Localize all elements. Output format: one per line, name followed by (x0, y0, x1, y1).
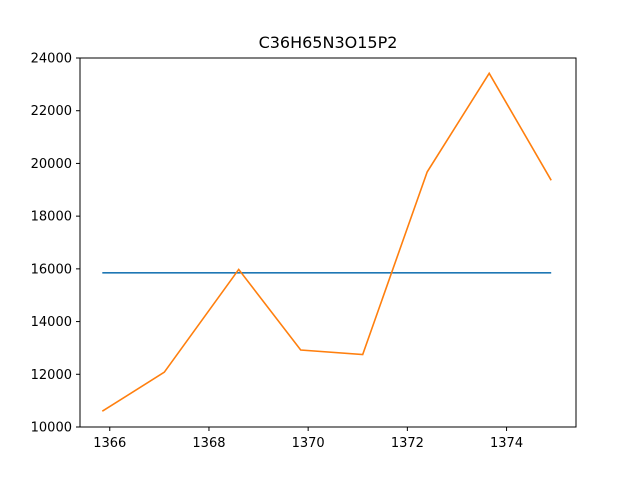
x-tick-label: 1372 (391, 436, 424, 451)
y-tick-label: 24000 (31, 52, 72, 67)
plot-frame (79, 57, 577, 428)
x-tick-label: 1366 (93, 436, 126, 451)
x-axis: 1366 1368 1370 1372 1374 (93, 427, 523, 451)
x-tick-label: 1374 (490, 436, 523, 451)
series-lines (101, 71, 552, 412)
y-tick-label: 16000 (31, 262, 72, 277)
y-axis: 10000 12000 14000 16000 18000 20000 22000 24000 (31, 52, 80, 436)
y-tick-label: 10000 (31, 421, 72, 436)
x-tick-label: 1370 (292, 436, 325, 451)
y-tick-label: 20000 (31, 157, 72, 172)
y-tick-label: 22000 (31, 104, 72, 119)
series-line-2 (101, 71, 552, 412)
y-tick-label: 12000 (31, 368, 72, 383)
chart-title: C36H65N3O15P2 (259, 33, 398, 52)
x-tick-label: 1368 (192, 436, 225, 451)
y-tick-label: 14000 (31, 315, 72, 330)
y-tick-label: 18000 (31, 210, 72, 225)
